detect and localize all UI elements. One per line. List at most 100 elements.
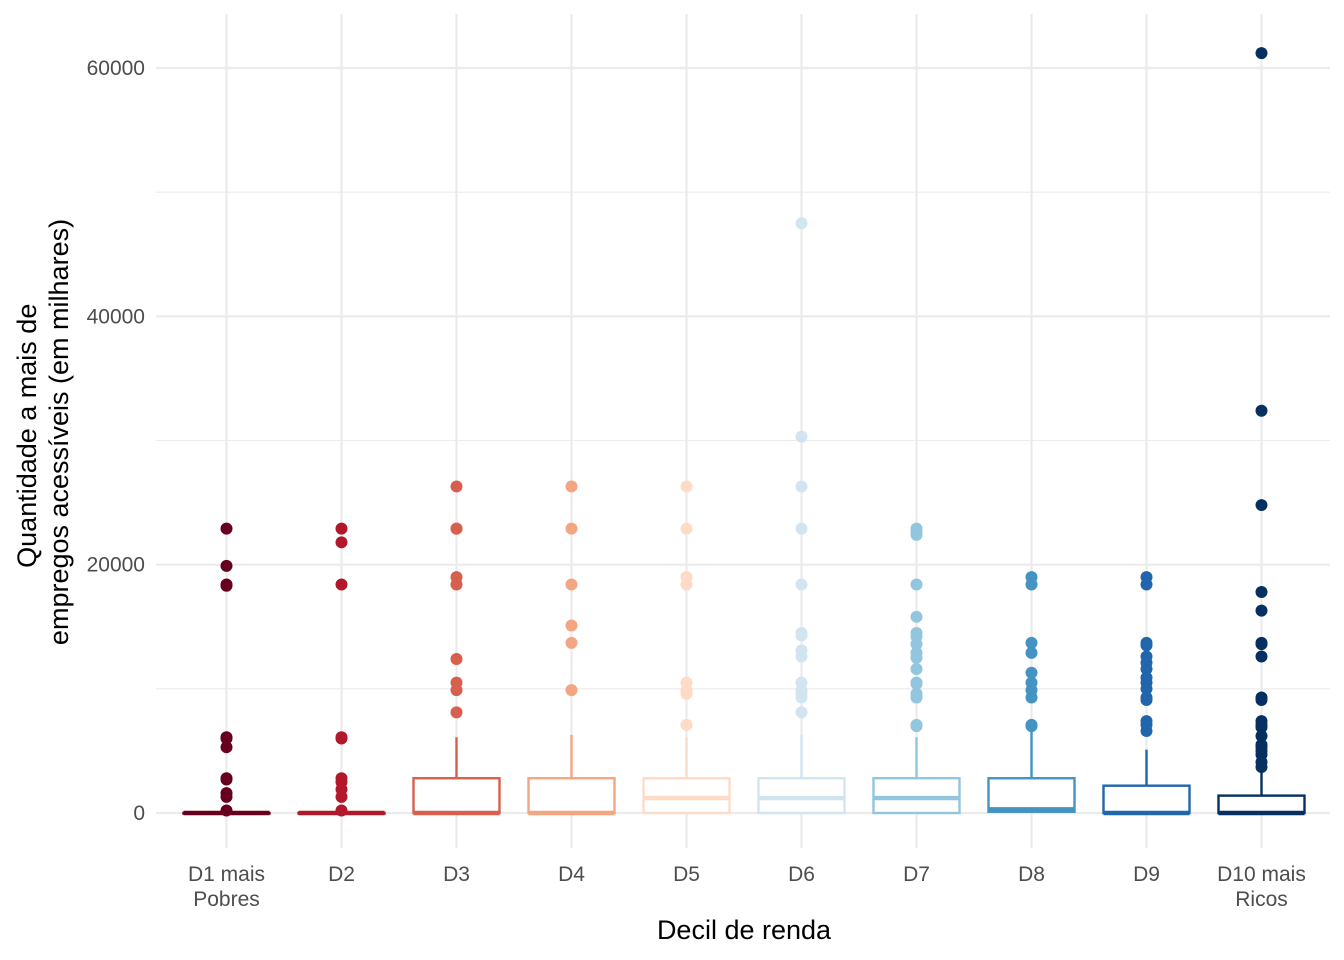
box-10-outlier-14 [1255, 730, 1268, 743]
x-tick-label-2-line-1: D2 [328, 863, 355, 886]
x-tick-label-10-line-2: Ricos [1235, 888, 1288, 911]
box-4-outlier-3 [565, 578, 578, 591]
x-tick-label-4-line-1: D4 [558, 863, 585, 886]
x-tick-label-2: D2 [328, 863, 355, 886]
box-8-outlier-3 [1025, 636, 1038, 649]
y-axis-title-line-1: Quantidade a mais de [12, 304, 42, 568]
x-tick-label-10-line-1: D10 mais [1217, 863, 1306, 886]
box-9 [1102, 571, 1191, 816]
box-10-outlier-7 [1255, 638, 1268, 651]
box-10-outlier-10 [1255, 694, 1268, 707]
box-7-iqr [872, 777, 961, 815]
box-6-outlier-4 [795, 522, 808, 535]
box-10-outlier-3 [1255, 499, 1268, 512]
box-6-outlier-5 [795, 578, 808, 591]
box-2-outlier-9 [335, 790, 348, 803]
box-1-outlier-6 [220, 732, 233, 745]
box-1-outlier-11 [220, 790, 233, 803]
box-4-outlier-1 [565, 480, 578, 493]
x-tick-label-3: D3 [443, 863, 470, 886]
x-axis-ticks: D1 mais Pobres D2 D3 D4 D5 D6 D7 D8 D9 D10 mais Ric… [188, 863, 1306, 911]
box-9-outlier-4 [1140, 639, 1153, 652]
x-axis-title: Decil de renda [657, 915, 832, 945]
box-9-iqr [1102, 784, 1191, 815]
box-7-outlier-17 [910, 720, 923, 733]
box-6-outlier-1 [795, 217, 808, 230]
x-tick-label-5-line-1: D5 [673, 863, 700, 886]
box-6-outlier-14 [795, 706, 808, 719]
y-axis-title-line-2: empregos acessíveis (em milhares) [44, 219, 74, 645]
box-2-outlier-5 [335, 732, 348, 745]
box-5-iqr [642, 777, 731, 815]
box-9-outlier-10 [1140, 682, 1153, 695]
box-4-outlier-4 [565, 619, 578, 632]
x-tick-label-4: D4 [558, 863, 585, 886]
x-tick-label-7-line-1: D7 [903, 863, 930, 886]
box-6-outlier-2 [795, 430, 808, 443]
box-9-outlier-15 [1140, 725, 1153, 738]
box-7-outlier-5 [910, 610, 923, 623]
box-3 [412, 480, 501, 816]
box-6-outlier-7 [795, 629, 808, 642]
box-8-outlier-8 [1025, 691, 1038, 704]
box-5-outlier-4 [680, 578, 693, 591]
box-5-outlier-8 [680, 718, 693, 731]
box-5-outlier-1 [680, 480, 693, 493]
y-axis-title: Quantidade a mais de empregos acessíveis… [12, 219, 74, 645]
x-tick-label-7: D7 [903, 863, 930, 886]
box-4-iqr [527, 777, 616, 815]
y-tick-label-40000: 40000 [87, 305, 145, 328]
y-tick-label-20000: 20000 [87, 554, 145, 577]
box-1 [182, 522, 271, 817]
box-5-outlier-2 [680, 522, 693, 535]
box-8-outlier-10 [1025, 720, 1038, 733]
box-9-outlier-12 [1140, 694, 1153, 707]
x-tick-label-1: D1 mais Pobres [188, 863, 265, 911]
box-3-outlier-9 [450, 706, 463, 719]
box-6-outlier-9 [795, 650, 808, 663]
box-series [182, 47, 1306, 817]
box-10-outlier-5 [1255, 604, 1268, 617]
box-3-outlier-8 [450, 684, 463, 697]
box-6 [757, 217, 846, 815]
box-7-outlier-3 [910, 528, 923, 541]
box-10-iqr [1217, 794, 1306, 815]
box-1-outlier-9 [220, 773, 233, 786]
box-7-outlier-15 [910, 691, 923, 704]
box-4 [527, 480, 616, 816]
x-tick-label-5: D5 [673, 863, 700, 886]
box-2-outlier-1 [335, 522, 348, 535]
box-7 [872, 522, 961, 815]
box-5-outlier-7 [680, 687, 693, 700]
x-tick-label-1-line-2: Pobres [193, 888, 260, 911]
box-4-outlier-5 [565, 636, 578, 649]
box-7-outlier-4 [910, 578, 923, 591]
box-9-outlier-2 [1140, 578, 1153, 591]
box-1-outlier-1 [220, 522, 233, 535]
x-tick-label-8: D8 [1018, 863, 1045, 886]
x-tick-label-3-line-1: D3 [443, 863, 470, 886]
box-8-iqr [987, 777, 1076, 813]
box-8-outlier-4 [1025, 646, 1038, 659]
box-5 [642, 480, 731, 815]
box-1-outlier-2 [220, 559, 233, 572]
box-8-outlier-2 [1025, 578, 1038, 591]
box-10-outlier-20 [1255, 761, 1268, 774]
x-tick-label-1-line-1: D1 mais [188, 863, 265, 886]
box-10-outlier-1 [1255, 47, 1268, 60]
box-9-outlier-7 [1140, 662, 1153, 675]
x-tick-label-8-line-1: D8 [1018, 863, 1045, 886]
box-8-outlier-5 [1025, 666, 1038, 679]
box-7-outlier-8 [910, 638, 923, 651]
y-axis-ticks: 0 20000 40000 60000 [87, 57, 145, 825]
box-10-outlier-4 [1255, 585, 1268, 598]
box-2 [297, 522, 386, 817]
x-tick-label-6: D6 [788, 863, 815, 886]
y-tick-label-0: 0 [133, 802, 145, 825]
box-10-outlier-8 [1255, 650, 1268, 663]
x-tick-label-6-line-1: D6 [788, 863, 815, 886]
box-10-outlier-13 [1255, 721, 1268, 734]
box-1-outlier-4 [220, 579, 233, 592]
box-1-outlier-12 [220, 804, 233, 817]
